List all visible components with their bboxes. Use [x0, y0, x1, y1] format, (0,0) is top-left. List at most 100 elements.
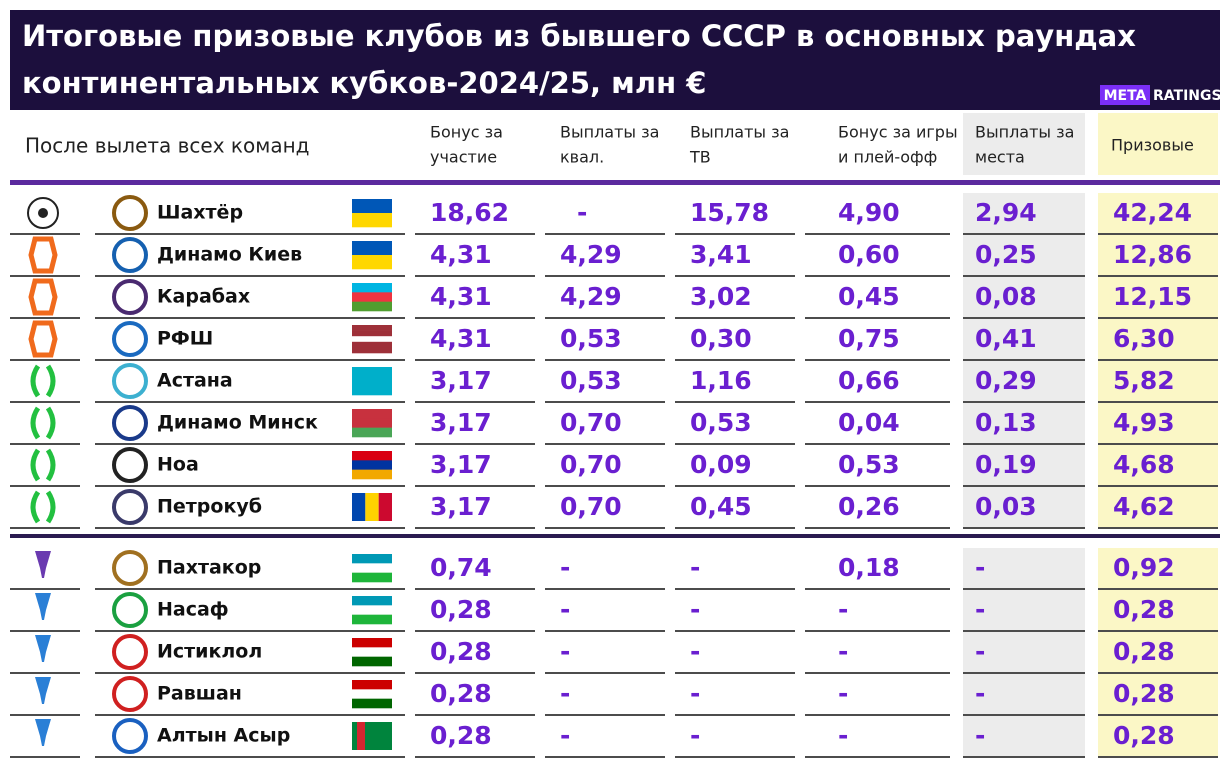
value: - [560, 553, 570, 582]
competition-icon [38, 208, 48, 218]
flag [352, 451, 392, 461]
flag [352, 409, 392, 419]
value: 0,60 [838, 240, 900, 269]
flag [352, 336, 392, 343]
value: 4,90 [838, 198, 900, 227]
flag [352, 680, 392, 690]
competition-icon [35, 551, 51, 578]
value: 0,09 [690, 450, 752, 479]
value: 3,41 [690, 240, 752, 269]
flag [352, 341, 392, 348]
club-logo [112, 405, 148, 441]
cell-bg [1098, 193, 1218, 233]
flag [352, 460, 392, 470]
value: - [560, 595, 570, 624]
flag [365, 493, 379, 521]
cell-bg [963, 548, 1085, 588]
cell-bg [1098, 403, 1218, 443]
value: 4,29 [560, 282, 622, 311]
club-name: Шахтёр [157, 202, 243, 224]
value: 18,62 [430, 198, 509, 227]
flag [352, 493, 366, 521]
club-logo [112, 447, 148, 483]
value: - [560, 679, 570, 708]
club-logo [112, 237, 148, 273]
value: 0,08 [975, 282, 1037, 311]
value: 0,03 [975, 492, 1037, 521]
value: 3,17 [430, 366, 492, 395]
value: - [690, 553, 700, 582]
flag [352, 596, 392, 606]
club-name: Петрокуб [157, 496, 262, 518]
club-logo [112, 321, 148, 357]
flag [352, 572, 392, 583]
column-header: Призовые [1111, 136, 1194, 155]
flag [352, 283, 392, 293]
cell-bg [963, 674, 1085, 714]
value: 0,70 [560, 450, 622, 479]
flag [378, 493, 392, 521]
club-logo [112, 592, 148, 628]
brand-logo: META [1104, 88, 1147, 104]
column-header: ТВ [689, 148, 711, 167]
value: - [838, 637, 848, 666]
flag [352, 638, 392, 648]
value: - [838, 721, 848, 750]
value: 3,02 [690, 282, 752, 311]
divider [10, 534, 1220, 538]
value: 0,70 [560, 492, 622, 521]
competition-icon [35, 635, 51, 662]
value: 0,28 [1113, 637, 1175, 666]
value: - [577, 198, 587, 227]
brand-box [1100, 85, 1150, 105]
value: 6,30 [1113, 324, 1175, 353]
header-bg [1098, 113, 1218, 175]
value: 12,86 [1113, 240, 1192, 269]
flag [352, 554, 392, 564]
cell-bg [1098, 674, 1218, 714]
flag [352, 563, 392, 573]
value: 0,53 [690, 408, 752, 437]
column-header: участие [430, 148, 497, 167]
club-name: Насаф [157, 599, 229, 621]
value: 3,17 [430, 492, 492, 521]
flag [352, 199, 392, 214]
value: 0,28 [430, 721, 492, 750]
cell-bg [1098, 445, 1218, 485]
brand-text: RATINGS [1153, 88, 1222, 104]
cell-bg [963, 445, 1085, 485]
value: 0,26 [838, 492, 900, 521]
value: 0,28 [430, 679, 492, 708]
club-name: Динамо Киев [157, 244, 302, 266]
column-header: места [975, 148, 1025, 167]
flag [352, 647, 392, 657]
value: 0,75 [838, 324, 900, 353]
flag [352, 325, 392, 331]
club-logo [112, 634, 148, 670]
club-name: Алтын Асыр [157, 725, 290, 747]
cell-bg [963, 403, 1085, 443]
value: - [975, 637, 985, 666]
flag [352, 656, 392, 667]
cell-bg [1098, 361, 1218, 401]
club-name: РФШ [157, 328, 213, 350]
value: 5,82 [1113, 366, 1175, 395]
title-bar [10, 10, 1220, 110]
competition-icon [35, 719, 51, 746]
flag [352, 292, 392, 302]
column-header: Бонус за [430, 123, 503, 142]
value: 4,29 [560, 240, 622, 269]
competition-icon [30, 490, 56, 524]
flag [352, 427, 392, 438]
competition-icon [35, 593, 51, 620]
value: 0,04 [838, 408, 900, 437]
value: 0,53 [560, 324, 622, 353]
competition-icon [28, 320, 58, 358]
value: 0,28 [430, 637, 492, 666]
club-logo [112, 676, 148, 712]
cell-bg [1098, 590, 1218, 630]
flag [352, 330, 392, 337]
column-header: Выплаты за [975, 123, 1074, 142]
competition-icon [28, 236, 58, 274]
